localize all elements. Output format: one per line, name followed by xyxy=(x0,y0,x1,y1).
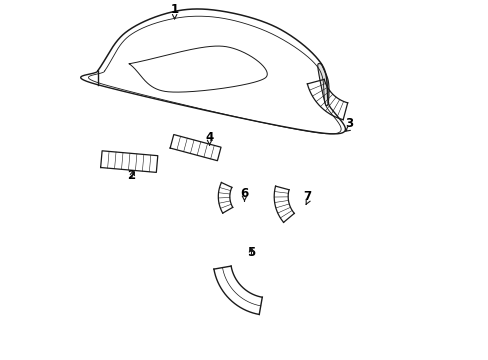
Text: 3: 3 xyxy=(345,117,353,130)
Text: 1: 1 xyxy=(170,3,178,16)
Polygon shape xyxy=(317,64,327,102)
Text: 2: 2 xyxy=(127,169,135,182)
Text: 4: 4 xyxy=(205,131,213,144)
Text: 7: 7 xyxy=(303,190,311,203)
Text: 5: 5 xyxy=(247,246,255,259)
Text: 6: 6 xyxy=(240,186,248,199)
